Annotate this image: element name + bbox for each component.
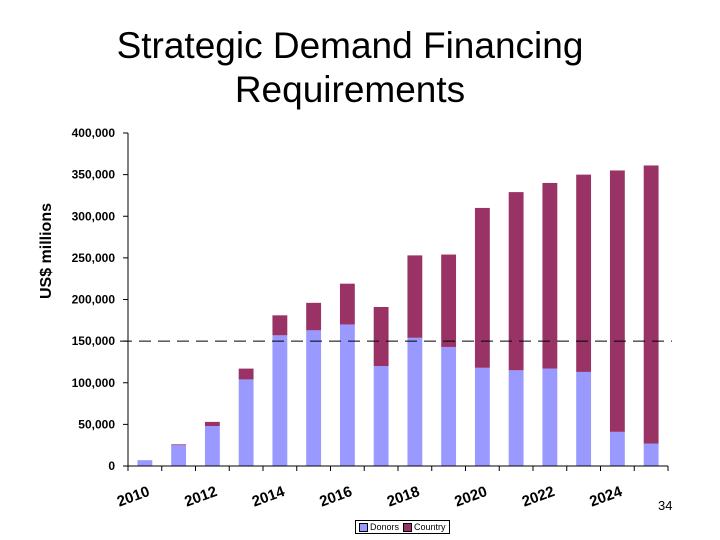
bar-donors-2021 bbox=[508, 370, 524, 466]
y-axis-label: US$ millions bbox=[38, 203, 55, 299]
bar-donors-2010 bbox=[137, 460, 153, 466]
bar-donors-2023 bbox=[576, 371, 592, 466]
bar-country-2012 bbox=[204, 421, 220, 427]
y-tick-label: 200,000 bbox=[72, 293, 116, 307]
legend-label-country: Country bbox=[414, 522, 446, 532]
y-tick-label: 250,000 bbox=[72, 251, 116, 265]
bar-donors-2020 bbox=[474, 367, 490, 466]
legend-label-donors: Donors bbox=[370, 522, 400, 532]
x-tick-label-2024: 2024 bbox=[587, 483, 625, 511]
x-tick-label-2022: 2022 bbox=[520, 483, 557, 510]
legend-swatch-country bbox=[403, 522, 413, 532]
bar-donors-2011 bbox=[171, 445, 187, 466]
bar-country-2020 bbox=[474, 207, 490, 368]
y-tick-label: 300,000 bbox=[72, 209, 116, 223]
page-number: 34 bbox=[658, 498, 673, 513]
y-tick-label: 150,000 bbox=[72, 334, 116, 348]
slide-title: Strategic Demand Financing Requirements bbox=[0, 24, 700, 112]
slide-title-line-1: Strategic Demand Financing bbox=[116, 25, 584, 66]
bar-country-2022 bbox=[542, 182, 558, 369]
bar-country-2023 bbox=[576, 174, 592, 372]
bar-donors-2024 bbox=[609, 431, 625, 466]
x-tick-label-2014: 2014 bbox=[250, 483, 288, 511]
y-tick-label: 350,000 bbox=[72, 168, 116, 182]
bar-country-2017 bbox=[373, 306, 389, 367]
x-tick-label-2012: 2012 bbox=[182, 483, 219, 510]
bar-country-2019 bbox=[441, 254, 457, 347]
bar-donors-2012 bbox=[204, 426, 220, 466]
y-tick-label: 100,000 bbox=[72, 376, 116, 390]
bar-country-2013 bbox=[238, 368, 254, 380]
legend-swatch-donors bbox=[359, 522, 368, 532]
bar-country-2024 bbox=[609, 170, 625, 432]
x-tick-label-2018: 2018 bbox=[385, 483, 422, 510]
x-tick-label-2020: 2020 bbox=[452, 483, 489, 510]
bar-donors-2018 bbox=[407, 337, 423, 466]
ticks-layer: 0 50,000 100,000 150,000 200,000 250,000 300,0… bbox=[72, 126, 669, 511]
bar-donors-2014 bbox=[272, 335, 288, 466]
bar-donors-2019 bbox=[441, 346, 457, 466]
legend-item-donors: Donors bbox=[359, 521, 399, 533]
bar-donors-2013 bbox=[238, 379, 254, 466]
x-tick-label-2016: 2016 bbox=[317, 483, 354, 510]
bar-country-2018 bbox=[407, 255, 423, 338]
x-tick-label-2010: 2010 bbox=[115, 483, 152, 510]
bar-donors-2015 bbox=[306, 330, 322, 466]
bar-country-2014 bbox=[272, 315, 288, 336]
y-tick-label: 50,000 bbox=[78, 417, 115, 431]
y-tick-label: 400,000 bbox=[72, 126, 116, 140]
chart-legend: Donors Country bbox=[355, 520, 450, 534]
bar-country-2016 bbox=[339, 283, 355, 325]
bar-donors-2022 bbox=[542, 368, 558, 466]
bars-layer bbox=[137, 165, 659, 466]
bar-country-2015 bbox=[306, 302, 322, 331]
bar-country-2025 bbox=[643, 165, 659, 444]
bar-donors-2016 bbox=[339, 324, 355, 466]
legend-item-country: Country bbox=[403, 521, 446, 533]
bar-country-2021 bbox=[508, 192, 524, 371]
bar-donors-2017 bbox=[373, 366, 389, 466]
bar-country-2011 bbox=[171, 444, 187, 446]
slide-title-line-2: Requirements bbox=[234, 69, 466, 110]
y-tick-label: 0 bbox=[108, 459, 115, 473]
bar-donors-2025 bbox=[643, 443, 659, 466]
